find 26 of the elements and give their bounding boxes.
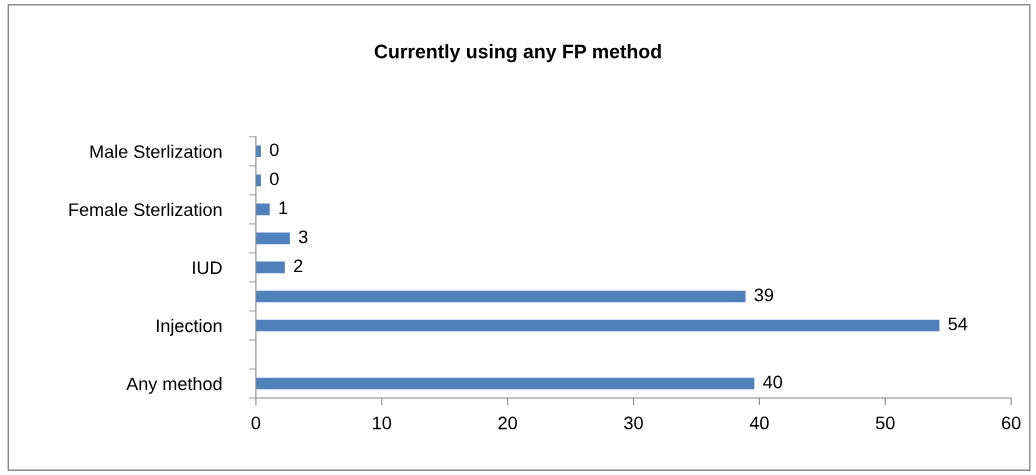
data-label: 54: [948, 317, 968, 331]
data-label: 1: [279, 201, 288, 215]
bar: [255, 261, 285, 274]
data-label: 2: [294, 259, 303, 273]
y-tick-label: Any method: [126, 376, 222, 394]
y-tick-label: Female Sterlization: [69, 202, 222, 217]
bar: [255, 377, 755, 390]
x-tick-label: 0: [251, 416, 261, 430]
x-tick-label: 20: [498, 416, 517, 430]
x-tick-label: 60: [1002, 416, 1021, 430]
data-label: 40: [763, 375, 783, 389]
data-label: 0: [269, 172, 279, 186]
data-label: 3: [298, 230, 308, 244]
y-tick-label: IUD: [193, 261, 222, 275]
chart-title: Currently using any FP method: [374, 44, 661, 63]
x-tick-label: 50: [875, 416, 895, 430]
x-tick-label: 10: [373, 416, 392, 430]
x-tick-label: 40: [749, 416, 769, 430]
data-label: 39: [754, 288, 774, 302]
bar: [255, 290, 746, 303]
bar: [255, 232, 290, 245]
x-tick-label: 30: [624, 416, 643, 430]
y-tick-label: Injection: [156, 318, 222, 336]
bar: [255, 319, 940, 332]
data-label: 0: [269, 143, 279, 157]
y-tick-label: Male Sterlization: [90, 144, 222, 159]
